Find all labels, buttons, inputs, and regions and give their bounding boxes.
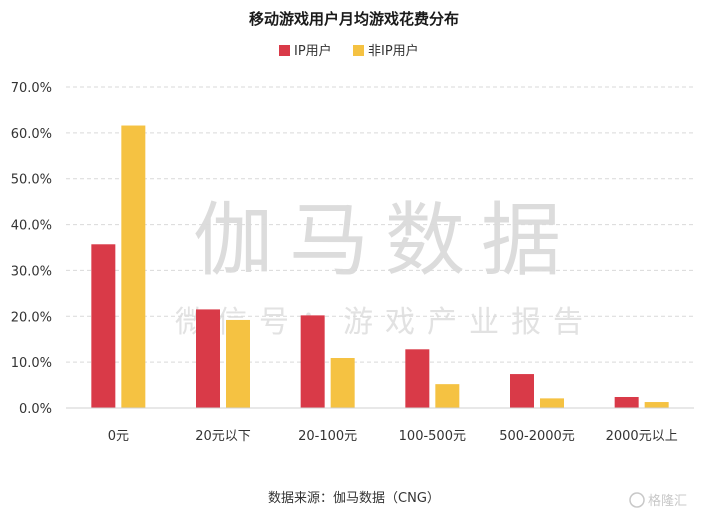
chart-title: 移动游戏用户月均游戏花费分布 [249, 10, 459, 28]
legend-swatch-non-ip-users [353, 45, 364, 56]
y-tick-label: 20.0% [11, 310, 52, 325]
y-axis-ticks: 0.0% 10.0% 20.0% 30.0% 40.0% 50.0% 60.0% 70.0% [11, 81, 52, 417]
source-note: 数据来源：伽马数据（CNG） [268, 491, 440, 506]
x-category-label: 2000元以上 [606, 429, 678, 444]
bar-non-ip-users [121, 125, 146, 409]
x-category-label: 100-500元 [399, 429, 466, 444]
x-category-label: 500-2000元 [499, 429, 575, 444]
bar-non-ip-users [540, 398, 564, 408]
watermark: 伽马数据 微信号：游戏产业报告 [175, 194, 583, 340]
corner-logo-icon [629, 492, 645, 508]
y-tick-label: 40.0% [11, 219, 52, 234]
bar-ip-users [300, 315, 325, 408]
y-tick-label: 50.0% [11, 173, 52, 188]
corner-logo: 格隆汇 [629, 492, 687, 509]
bar-ip-users [91, 244, 116, 408]
watermark-main: 伽马数据 [193, 194, 577, 287]
legend: IP用户 非IP用户 [279, 43, 419, 59]
y-tick-label: 0.0% [19, 402, 52, 417]
y-tick-label: 30.0% [11, 264, 52, 279]
corner-logo-text: 格隆汇 [648, 493, 687, 509]
y-tick-label: 10.0% [11, 356, 52, 371]
legend-label-non-ip-users: 非IP用户 [368, 43, 419, 59]
bars [91, 125, 669, 409]
bar-ip-users [196, 309, 220, 408]
bar-ip-users [510, 374, 534, 408]
bar-ip-users [405, 349, 430, 408]
y-tick-label: 70.0% [11, 81, 52, 96]
legend-swatch-ip-users [279, 45, 290, 56]
y-tick-label: 60.0% [11, 127, 52, 142]
x-category-label: 20-100元 [298, 429, 357, 444]
bar-non-ip-users [435, 384, 460, 408]
bar-non-ip-users [330, 358, 355, 408]
x-category-label: 0元 [108, 429, 129, 444]
x-category-label: 20元以下 [195, 429, 251, 444]
bar-ip-users [614, 396, 639, 408]
bar-non-ip-users [644, 402, 669, 408]
bar-non-ip-users [226, 319, 250, 408]
legend-label-ip-users: IP用户 [294, 43, 332, 59]
x-axis-categories: 0元 20元以下 20-100元 100-500元 500-2000元 2000元以上 [108, 429, 678, 444]
